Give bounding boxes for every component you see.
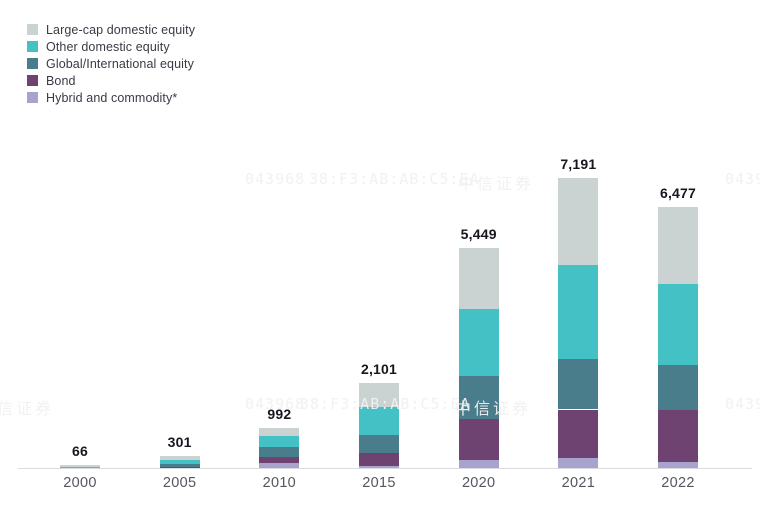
bar-segment: [458, 308, 499, 376]
legend-label: Global/International equity: [46, 56, 194, 71]
bar-segment: [259, 435, 300, 447]
x-tick-2000: 2000: [63, 475, 97, 491]
bar-segment: [558, 358, 599, 410]
value-label-2020: 5,449: [460, 226, 497, 243]
bar-segment: [458, 460, 499, 468]
value-label-2010: 992: [267, 406, 292, 422]
stacked-bar-2022: [658, 206, 699, 468]
bar-segment: [159, 455, 200, 460]
x-tick-2010: 2010: [262, 475, 297, 491]
watermark-text: 38:F3:AB:AB:C5:EA: [309, 170, 480, 188]
legend-item-large-cap: Large-cap domestic equity: [27, 21, 195, 38]
bar-segment: [558, 458, 599, 468]
bar-segment: [259, 456, 300, 463]
watermark-text: 中信证券: [458, 174, 535, 193]
legend-label: Large-cap domestic equity: [46, 22, 196, 37]
value-label-2005: 301: [167, 433, 192, 450]
legend-item-other-domestic: Other domestic equity: [27, 38, 195, 55]
bar-segment: [658, 409, 699, 462]
bar-segment: [558, 409, 599, 459]
bar-segment: [359, 383, 399, 408]
bar-segment: [558, 265, 599, 359]
bar-segment: [458, 418, 499, 461]
value-label-2022: 6,477: [659, 184, 697, 201]
legend-label: Other domestic equity: [46, 39, 170, 54]
stacked-bar-2010: [259, 428, 300, 468]
x-tick-2022: 2022: [661, 475, 695, 491]
legend-swatch-other-domestic: [27, 41, 38, 52]
stacked-bar-2005: [159, 455, 200, 468]
legend-item-global-intl: Global/International equity: [27, 55, 195, 72]
legend-item-hybrid: Hybrid and commodity*: [27, 89, 195, 106]
bar-segment: [259, 462, 300, 468]
value-label-2015: 2,101: [360, 361, 398, 378]
bar-segment: [259, 428, 300, 436]
legend-label: Hybrid and commodity*: [46, 90, 178, 105]
bar-segment: [458, 248, 499, 309]
legend-label: Bond: [46, 73, 76, 88]
stacked-bar-2000: [60, 465, 100, 468]
bar-segment: [359, 452, 399, 467]
x-tick-2015: 2015: [362, 475, 396, 491]
bar-segment: [60, 465, 100, 468]
watermark-text: 043968: [725, 170, 760, 188]
legend-swatch-global-intl: [27, 58, 38, 69]
stacked-bar-2020: [458, 248, 499, 468]
stacked-bar-2021: [558, 178, 599, 468]
value-label-2000: 66: [72, 443, 88, 460]
legend-item-bond: Bond: [27, 72, 195, 89]
value-label-2021: 7,191: [560, 156, 597, 172]
watermark-text: 中信证券: [455, 399, 532, 418]
bar-segment: [658, 206, 699, 284]
bar-segment: [458, 375, 499, 419]
watermark-text: 043968: [725, 395, 760, 413]
x-tick-2005: 2005: [162, 475, 197, 491]
bar-segment: [558, 178, 599, 266]
bar-segment: [658, 462, 699, 468]
bar-segment: [359, 407, 399, 435]
bar-segment: [359, 466, 399, 468]
watermark-text: 38:F3:AB:AB:C5:EA: [300, 395, 471, 413]
x-axis-line: [18, 468, 752, 469]
bar-segment: [658, 364, 699, 410]
x-tick-2021: 2021: [561, 475, 596, 491]
legend-swatch-large-cap: [27, 24, 38, 35]
x-tick-2020: 2020: [461, 475, 496, 491]
bar-segment: [359, 434, 399, 453]
bar-segment: [658, 283, 699, 365]
bar-segment: [159, 459, 200, 464]
legend-swatch-hybrid: [27, 92, 38, 103]
bar-segment: [159, 466, 200, 468]
watermark-text: 043968: [245, 170, 306, 188]
legend-swatch-bond: [27, 75, 38, 86]
bar-segment: [159, 463, 200, 467]
bar-segment: [259, 446, 300, 457]
legend: Large-cap domestic equity Other domestic…: [27, 21, 195, 106]
stacked-bar-2015: [359, 383, 399, 468]
watermark-text: 中信证券: [0, 399, 55, 418]
watermark-text: 043968: [245, 395, 306, 413]
